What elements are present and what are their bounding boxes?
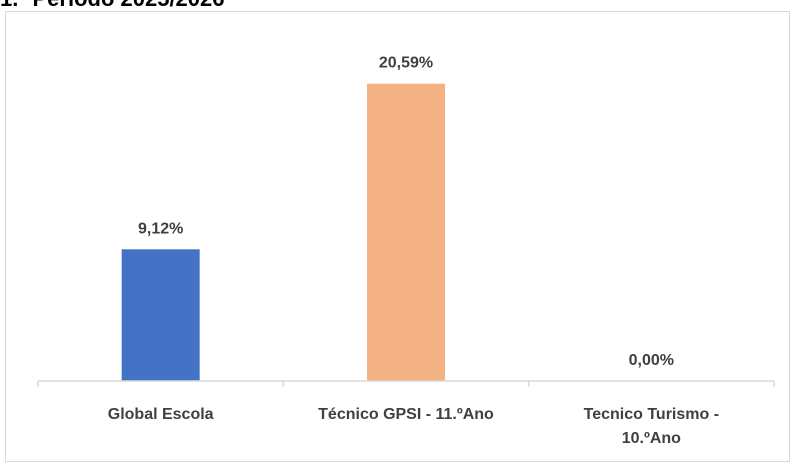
bar-1	[367, 83, 445, 382]
category-label-1: Técnico GPSI - 11.ºAno	[318, 406, 494, 423]
bar-0	[121, 249, 200, 381]
category-label-0: Global Escola	[108, 406, 214, 423]
value-labels-group: 9,12% 20,59% 0,00%	[138, 55, 674, 369]
bars-group	[121, 83, 445, 382]
data-label-2: 0,00%	[629, 352, 674, 369]
data-label-1: 20,59%	[379, 55, 433, 72]
category-labels-group: Global Escola Técnico GPSI - 11.ºAno Tecni…	[108, 406, 719, 447]
category-label-2: Tecnico Turismo -	[584, 406, 719, 423]
category-label-2: 10.ºAno	[622, 430, 681, 447]
data-label-0: 9,12%	[138, 220, 183, 237]
page-title: 1.º Período 2025/2026	[0, 0, 225, 12]
x-axis-ticks	[37, 381, 775, 387]
